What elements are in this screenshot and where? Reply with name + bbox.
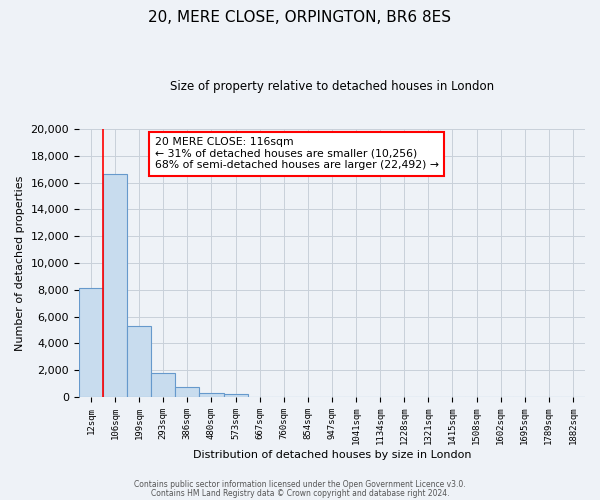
- Title: Size of property relative to detached houses in London: Size of property relative to detached ho…: [170, 80, 494, 93]
- Bar: [103, 174, 127, 397]
- Text: 20, MERE CLOSE, ORPINGTON, BR6 8ES: 20, MERE CLOSE, ORPINGTON, BR6 8ES: [149, 10, 452, 25]
- Bar: [224, 394, 248, 397]
- Text: 20 MERE CLOSE: 116sqm
← 31% of detached houses are smaller (10,256)
68% of semi-: 20 MERE CLOSE: 116sqm ← 31% of detached …: [155, 137, 439, 170]
- Bar: [175, 387, 199, 397]
- Text: Contains public sector information licensed under the Open Government Licence v3: Contains public sector information licen…: [134, 480, 466, 489]
- Bar: [127, 326, 151, 397]
- Bar: [79, 288, 103, 397]
- Bar: [151, 373, 175, 397]
- Text: Contains HM Land Registry data © Crown copyright and database right 2024.: Contains HM Land Registry data © Crown c…: [151, 488, 449, 498]
- Y-axis label: Number of detached properties: Number of detached properties: [15, 176, 25, 350]
- X-axis label: Distribution of detached houses by size in London: Distribution of detached houses by size …: [193, 450, 471, 460]
- Bar: [199, 393, 224, 397]
